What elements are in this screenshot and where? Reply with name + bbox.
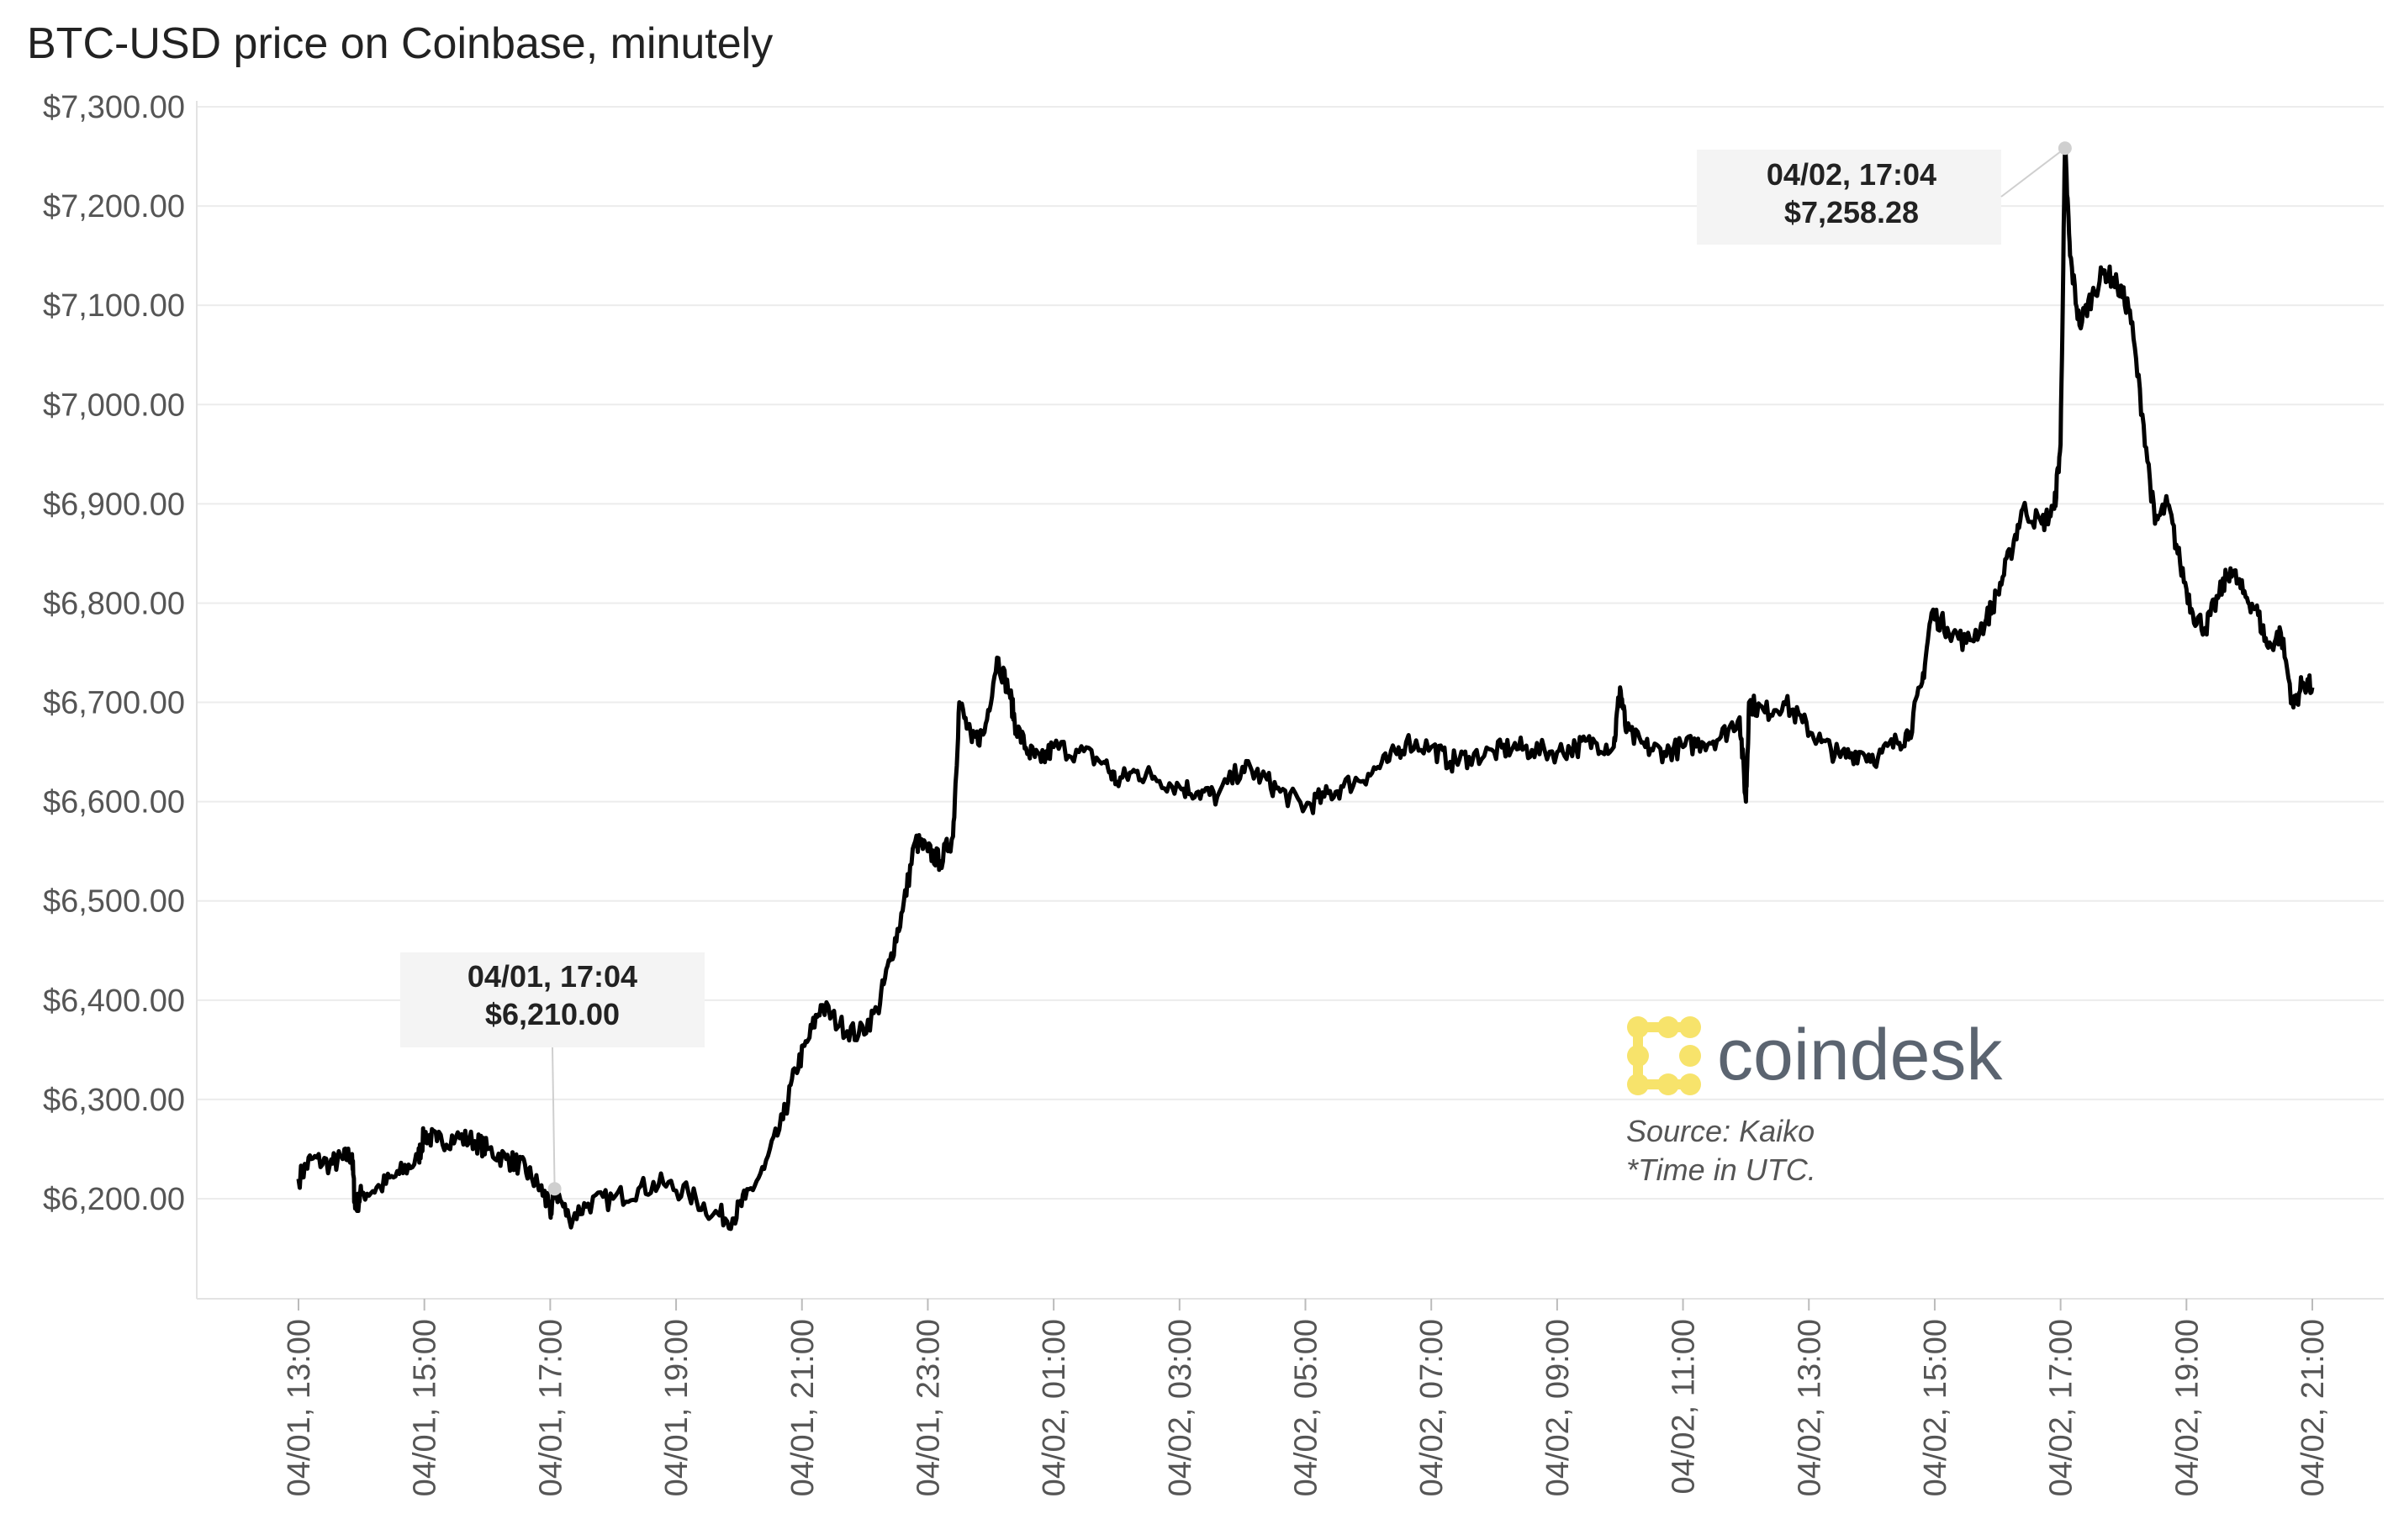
- x-tick-label: 04/02, 17:00: [2044, 1319, 2079, 1496]
- timezone-note: *Time in UTC.: [1626, 1152, 1816, 1187]
- annotation-high-value: $7,258.28: [1784, 195, 1919, 229]
- x-tick-label: 04/02, 21:00: [2296, 1319, 2331, 1496]
- x-tick-label: 04/02, 09:00: [1540, 1319, 1576, 1496]
- x-tick-label: 04/02, 13:00: [1792, 1319, 1827, 1496]
- x-tick-label: 04/02, 19:00: [2169, 1319, 2205, 1496]
- annotation-low-marker: [547, 1182, 562, 1196]
- x-tick-label: 04/01, 13:00: [282, 1319, 317, 1496]
- x-tick-label: 04/01, 23:00: [911, 1319, 946, 1496]
- x-tick-label: 04/02, 03:00: [1163, 1319, 1198, 1496]
- y-axis-ticks: $6,200.00 $6,300.00 $6,400.00 $6,500.00 $6,6…: [43, 90, 185, 1217]
- annotation-high-time: 04/02, 17:04: [1767, 157, 1936, 192]
- y-tick-label: $6,800.00: [43, 586, 185, 621]
- annotation-low-time: 04/01, 17:04: [468, 959, 637, 994]
- y-tick-label: $6,500.00: [43, 884, 185, 920]
- x-tick-label: 04/01, 17:00: [533, 1319, 568, 1496]
- x-tick-label: 04/02, 15:00: [1918, 1319, 1953, 1496]
- annotation-high-leader: [2000, 147, 2066, 198]
- x-tick-label: 04/01, 15:00: [408, 1319, 443, 1496]
- annotation-low-box: [400, 952, 705, 1047]
- y-tick-label: $7,200.00: [43, 189, 185, 224]
- coindesk-logo-icon: [1627, 1016, 1701, 1095]
- x-tick-label: 04/02, 01:00: [1037, 1319, 1072, 1496]
- coindesk-wordmark: coindesk: [1717, 1015, 2003, 1095]
- y-tick-label: $7,000.00: [43, 388, 185, 423]
- annotation-low-value: $6,210.00: [485, 997, 620, 1031]
- annotation-high-marker: [2058, 141, 2072, 156]
- x-axis-ticks: 04/01, 13:00 04/01, 15:00 04/01, 17:00 04/0…: [282, 1299, 2331, 1496]
- source-note: Source: Kaiko: [1626, 1114, 1815, 1148]
- series-line-btc-usd: [296, 146, 2315, 1231]
- x-tick-label: 04/02, 11:00: [1667, 1319, 1702, 1494]
- y-tick-label: $6,700.00: [43, 686, 185, 721]
- annotation-high: 04/02, 17:04 $7,258.28: [1697, 141, 2072, 245]
- x-tick-label: 04/02, 05:00: [1289, 1319, 1324, 1496]
- x-tick-label: 04/01, 21:00: [785, 1319, 821, 1496]
- y-tick-label: $7,100.00: [43, 288, 185, 324]
- y-tick-label: $7,300.00: [43, 90, 185, 125]
- y-tick-label: $6,600.00: [43, 785, 185, 820]
- annotation-low: 04/01, 17:04 $6,210.00: [400, 952, 705, 1196]
- y-tick-label: $6,900.00: [43, 487, 185, 522]
- annotation-low-leader: [552, 1047, 556, 1189]
- y-tick-label: $6,300.00: [43, 1083, 185, 1118]
- chart-title: BTC-USD price on Coinbase, minutely: [27, 19, 774, 68]
- x-tick-label: 04/01, 19:00: [659, 1319, 695, 1496]
- y-tick-label: $6,200.00: [43, 1182, 185, 1217]
- annotation-high-box: [1697, 150, 2001, 245]
- x-tick-label: 04/02, 07:00: [1414, 1319, 1450, 1496]
- y-tick-label: $6,400.00: [43, 984, 185, 1019]
